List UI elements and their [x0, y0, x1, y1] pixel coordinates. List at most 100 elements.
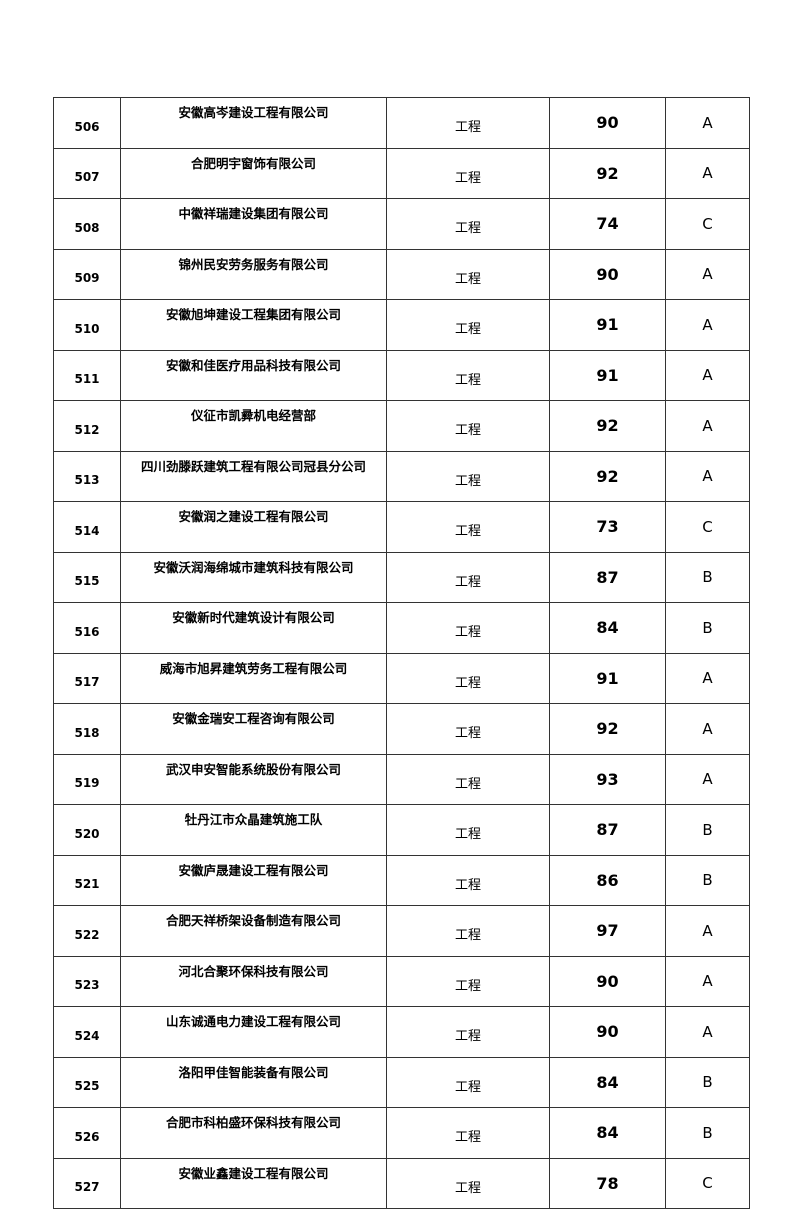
company-name-cell: 仪征市凯彛机电经营部 — [120, 400, 387, 452]
category-cell: 工程 — [386, 955, 550, 1007]
grade-cell: B — [665, 854, 750, 906]
table-body: 506 安徽高岑建设工程有限公司 工程 90 A 507 合肥明宇窗饰有限公司 工程 92 A 50… — [53, 97, 750, 1209]
row-number-cell: 518 — [53, 703, 121, 755]
company-name-cell: 武汉申安智能系统股份有限公司 — [120, 753, 387, 805]
category-cell: 工程 — [386, 147, 550, 199]
company-name-cell: 安徽高岑建设工程有限公司 — [120, 97, 387, 149]
score-cell: 78 — [549, 1157, 666, 1209]
score-cell: 87 — [549, 804, 666, 856]
grade-cell: A — [665, 1006, 750, 1058]
row-number-cell: 509 — [53, 248, 121, 300]
row-number-cell: 523 — [53, 955, 121, 1007]
company-name-cell: 安徽新时代建筑设计有限公司 — [120, 602, 387, 654]
grade-cell: A — [665, 400, 750, 452]
company-name-cell: 安徽沃润海绵城市建筑科技有限公司 — [120, 551, 387, 603]
score-cell: 90 — [549, 955, 666, 1007]
grade-cell: B — [665, 1056, 750, 1108]
credit-rating-table: 506 安徽高岑建设工程有限公司 工程 90 A 507 合肥明宇窗饰有限公司 工程 92 A 50… — [53, 97, 750, 1209]
grade-cell: B — [665, 602, 750, 654]
company-name-cell: 合肥天祥桥架设备制造有限公司 — [120, 905, 387, 957]
table-row: 516 安徽新时代建筑设计有限公司 工程 84 B — [53, 602, 750, 654]
score-cell: 86 — [549, 854, 666, 906]
score-cell: 92 — [549, 450, 666, 502]
score-cell: 92 — [549, 400, 666, 452]
grade-cell: C — [665, 198, 750, 250]
table-row: 522 合肥天祥桥架设备制造有限公司 工程 97 A — [53, 905, 750, 957]
table-row: 517 威海市旭昇建筑劳务工程有限公司 工程 91 A — [53, 652, 750, 704]
company-name-cell: 合肥市科柏盛环保科技有限公司 — [120, 1107, 387, 1159]
table-row: 526 合肥市科柏盛环保科技有限公司 工程 84 B — [53, 1107, 750, 1159]
company-name-cell: 安徽旭坤建设工程集团有限公司 — [120, 299, 387, 351]
category-cell: 工程 — [386, 804, 550, 856]
grade-cell: A — [665, 450, 750, 502]
row-number-cell: 507 — [53, 147, 121, 199]
table-row: 511 安徽和佳医疗用品科技有限公司 工程 91 A — [53, 349, 750, 401]
grade-cell: C — [665, 1157, 750, 1209]
row-number-cell: 508 — [53, 198, 121, 250]
category-cell: 工程 — [386, 1107, 550, 1159]
table-row: 518 安徽金瑞安工程咨询有限公司 工程 92 A — [53, 703, 750, 755]
table-row: 510 安徽旭坤建设工程集团有限公司 工程 91 A — [53, 299, 750, 351]
row-number-cell: 506 — [53, 97, 121, 149]
table-row: 513 四川劲滕跃建筑工程有限公司冠县分公司 工程 92 A — [53, 450, 750, 502]
company-name-cell: 洛阳甲佳智能装备有限公司 — [120, 1056, 387, 1108]
company-name-cell: 安徽润之建设工程有限公司 — [120, 501, 387, 553]
grade-cell: B — [665, 804, 750, 856]
table-row: 521 安徽庐晟建设工程有限公司 工程 86 B — [53, 854, 750, 906]
grade-cell: A — [665, 652, 750, 704]
grade-cell: A — [665, 248, 750, 300]
grade-cell: C — [665, 501, 750, 553]
table-row: 525 洛阳甲佳智能装备有限公司 工程 84 B — [53, 1056, 750, 1108]
category-cell: 工程 — [386, 400, 550, 452]
row-number-cell: 515 — [53, 551, 121, 603]
company-name-cell: 安徽金瑞安工程咨询有限公司 — [120, 703, 387, 755]
category-cell: 工程 — [386, 97, 550, 149]
row-number-cell: 513 — [53, 450, 121, 502]
score-cell: 90 — [549, 248, 666, 300]
category-cell: 工程 — [386, 753, 550, 805]
grade-cell: B — [665, 551, 750, 603]
row-number-cell: 516 — [53, 602, 121, 654]
grade-cell: A — [665, 349, 750, 401]
score-cell: 90 — [549, 1006, 666, 1058]
table-row: 520 牡丹江市众晶建筑施工队 工程 87 B — [53, 804, 750, 856]
table-row: 515 安徽沃润海绵城市建筑科技有限公司 工程 87 B — [53, 551, 750, 603]
table-row: 508 中徽祥瑞建设集团有限公司 工程 74 C — [53, 198, 750, 250]
table-row: 506 安徽高岑建设工程有限公司 工程 90 A — [53, 97, 750, 149]
category-cell: 工程 — [386, 450, 550, 502]
category-cell: 工程 — [386, 652, 550, 704]
company-name-cell: 威海市旭昇建筑劳务工程有限公司 — [120, 652, 387, 704]
row-number-cell: 527 — [53, 1157, 121, 1209]
row-number-cell: 514 — [53, 501, 121, 553]
category-cell: 工程 — [386, 602, 550, 654]
category-cell: 工程 — [386, 905, 550, 957]
score-cell: 91 — [549, 652, 666, 704]
row-number-cell: 524 — [53, 1006, 121, 1058]
category-cell: 工程 — [386, 349, 550, 401]
table-row: 507 合肥明宇窗饰有限公司 工程 92 A — [53, 147, 750, 199]
category-cell: 工程 — [386, 299, 550, 351]
category-cell: 工程 — [386, 703, 550, 755]
score-cell: 84 — [549, 1107, 666, 1159]
company-name-cell: 四川劲滕跃建筑工程有限公司冠县分公司 — [120, 450, 387, 502]
row-number-cell: 520 — [53, 804, 121, 856]
table-row: 512 仪征市凯彛机电经营部 工程 92 A — [53, 400, 750, 452]
grade-cell: A — [665, 97, 750, 149]
table-row: 519 武汉申安智能系统股份有限公司 工程 93 A — [53, 753, 750, 805]
score-cell: 92 — [549, 147, 666, 199]
row-number-cell: 517 — [53, 652, 121, 704]
score-cell: 93 — [549, 753, 666, 805]
table-row: 524 山东诚通电力建设工程有限公司 工程 90 A — [53, 1006, 750, 1058]
company-name-cell: 安徽和佳医疗用品科技有限公司 — [120, 349, 387, 401]
row-number-cell: 519 — [53, 753, 121, 805]
category-cell: 工程 — [386, 248, 550, 300]
row-number-cell: 510 — [53, 299, 121, 351]
company-name-cell: 河北合聚环保科技有限公司 — [120, 955, 387, 1007]
company-name-cell: 山东诚通电力建设工程有限公司 — [120, 1006, 387, 1058]
grade-cell: A — [665, 753, 750, 805]
score-cell: 84 — [549, 1056, 666, 1108]
score-cell: 73 — [549, 501, 666, 553]
category-cell: 工程 — [386, 198, 550, 250]
category-cell: 工程 — [386, 501, 550, 553]
row-number-cell: 521 — [53, 854, 121, 906]
